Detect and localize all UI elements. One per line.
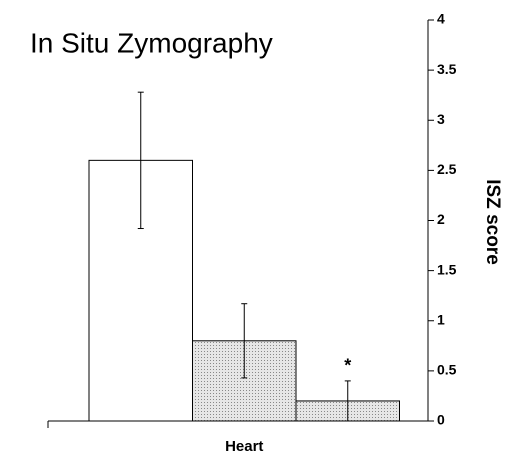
y-tick-label: 3: [437, 111, 445, 127]
y-tick-label: 2.5: [437, 161, 457, 177]
x-tick-label: Heart: [225, 438, 263, 455]
y-tick-label: 4: [437, 11, 445, 27]
y-tick-label: 1.5: [437, 261, 457, 277]
y-tick-label: 0: [437, 412, 445, 428]
y-tick-label: 1: [437, 311, 445, 327]
y-axis-label: ISZ score: [482, 179, 503, 265]
annotation: *: [344, 356, 351, 376]
chart-title: In Situ Zymography: [30, 27, 273, 58]
y-tick-label: 3.5: [437, 61, 457, 77]
y-tick-label: 0.5: [437, 362, 457, 378]
y-tick-label: 2: [437, 211, 445, 227]
